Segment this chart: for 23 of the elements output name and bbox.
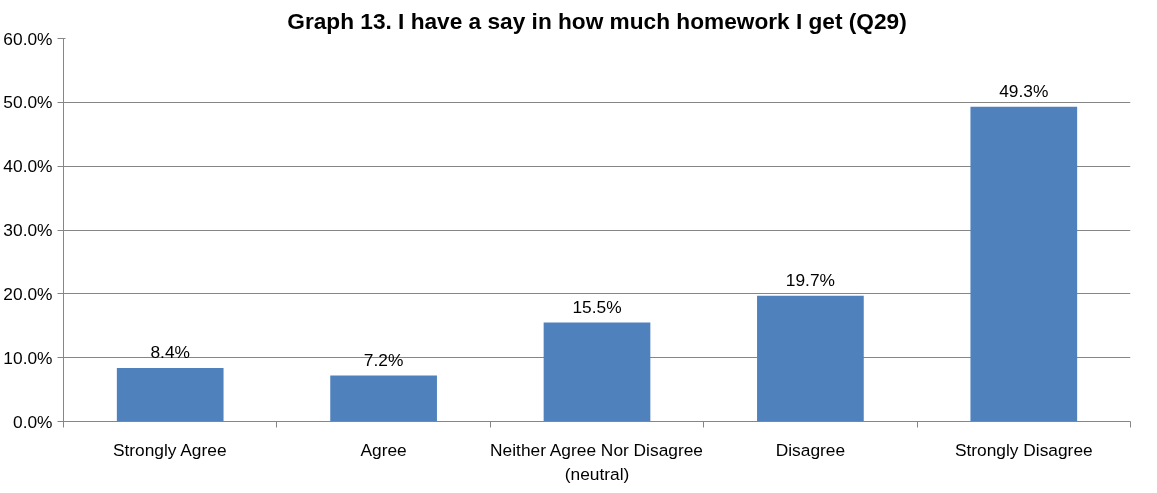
- y-tick-label: 20.0%: [3, 283, 53, 304]
- chart-title: Graph 13. I have a say in how much homework I get (Q29): [287, 7, 907, 34]
- x-tick-label: Neither Agree Nor Disagree (neutral): [490, 439, 703, 484]
- data-label: 19.7%: [785, 269, 835, 290]
- y-tick-label: 10.0%: [3, 347, 53, 368]
- bar: [757, 295, 864, 422]
- bar: [116, 367, 224, 422]
- y-tick-label: 0.0%: [13, 411, 53, 432]
- y-tick-label: 30.0%: [3, 220, 53, 240]
- data-label: 8.4%: [150, 341, 190, 362]
- data-label: 7.2%: [363, 349, 404, 370]
- x-tick-label: Disagree: [775, 439, 846, 460]
- x-tick-label: Strongly Agree: [112, 439, 227, 460]
- data-label: 15.5%: [572, 296, 622, 317]
- x-tick-label: Strongly Disagree: [954, 439, 1093, 460]
- bar: [970, 106, 1078, 422]
- x-tick-label: Agree: [360, 439, 407, 460]
- y-tick-label: 60.0%: [3, 28, 53, 49]
- y-tick-label: 50.0%: [3, 92, 53, 113]
- bar: [330, 375, 437, 422]
- y-tick-label: 40.0%: [3, 156, 53, 177]
- data-label: 49.3%: [999, 80, 1049, 101]
- bar: [543, 322, 651, 422]
